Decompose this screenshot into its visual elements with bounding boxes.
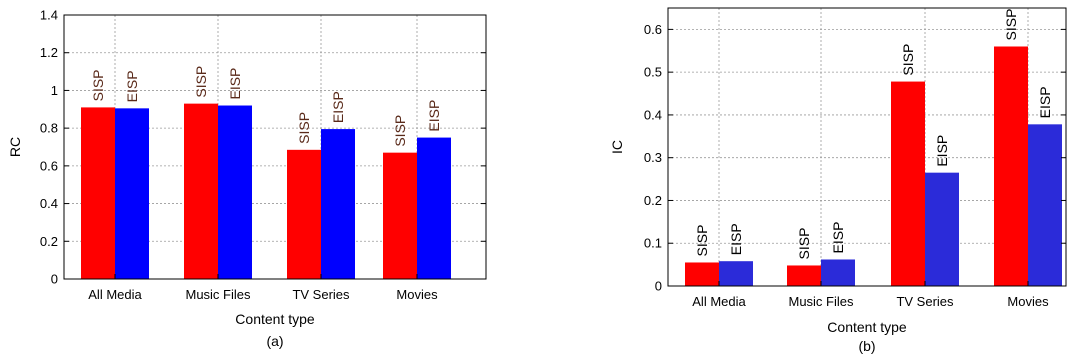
- bar-label: SISP: [694, 225, 710, 257]
- bar-sisp-movies: [994, 46, 1028, 286]
- bar-eisp-movies: [1028, 124, 1062, 286]
- bar-eisp-movies: [417, 137, 451, 279]
- y-tick-label: 1.2: [40, 45, 58, 60]
- chart-a: SISP SISP SISP SISP EISP EISP EISP EISP 0 0.2 0.4 0…: [7, 8, 487, 349]
- bar-eisp-all-media: [115, 108, 149, 279]
- bar-sisp-tv-series: [287, 149, 321, 279]
- bar-eisp-all-media: [719, 261, 753, 286]
- bar-label: EISP: [227, 68, 243, 100]
- bar-eisp-music-files: [821, 259, 855, 286]
- bar-label: EISP: [934, 135, 950, 167]
- axes-frame: [667, 7, 1067, 287]
- bar-label: SISP: [1003, 9, 1019, 41]
- bar-label: SISP: [796, 228, 812, 260]
- x-tick-label: Movies: [396, 287, 438, 302]
- subfigure-caption: (a): [266, 333, 283, 349]
- bar-label: EISP: [1037, 86, 1053, 118]
- x-axis-label: Content type: [827, 319, 907, 335]
- bar-label: SISP: [392, 115, 408, 147]
- y-tick-label: 1: [51, 83, 58, 98]
- y-tick-label: 0.6: [40, 158, 58, 173]
- y-tick-label: 0.2: [644, 193, 662, 208]
- bar-label: SISP: [90, 69, 106, 101]
- bar-label: SISP: [900, 44, 916, 76]
- y-tick-label: 0.1: [644, 236, 662, 251]
- y-tick-label: 0.6: [644, 22, 662, 37]
- bar-sisp-all-media: [81, 107, 115, 280]
- y-tick-label: 0.2: [40, 234, 58, 249]
- bar-label: SISP: [296, 112, 312, 144]
- axes-frame: [63, 14, 487, 280]
- bar-sisp-movies: [383, 152, 417, 279]
- subfigure-caption: (b): [858, 338, 875, 354]
- y-tick-label: 0.4: [644, 107, 662, 122]
- bar-label: EISP: [124, 70, 140, 102]
- y-tick-label: 1.4: [40, 8, 58, 23]
- y-tick-label: 0.8: [40, 121, 58, 136]
- bar-label: SISP: [193, 66, 209, 98]
- y-axis-label: RC: [7, 137, 23, 157]
- x-tick-label: Music Files: [185, 287, 251, 302]
- bar-sisp-tv-series: [891, 81, 925, 286]
- x-tick-label: TV Series: [896, 294, 954, 309]
- y-axis-label: IC: [609, 140, 625, 154]
- bar-sisp-music-files: [184, 103, 218, 279]
- bar-eisp-tv-series: [321, 129, 355, 279]
- bar-label: EISP: [830, 222, 846, 254]
- bar-label: EISP: [330, 91, 346, 123]
- x-tick-label: Movies: [1007, 294, 1049, 309]
- x-tick-label: Music Files: [788, 294, 854, 309]
- bar-label: EISP: [728, 223, 744, 255]
- y-tick-label: 0.3: [644, 150, 662, 165]
- bar-label: EISP: [426, 100, 442, 132]
- y-tick-label: 0.5: [644, 65, 662, 80]
- bar-sisp-music-files: [787, 265, 821, 286]
- chart-b: SISP SISP SISP SISP EISP EISP EISP EISP 0 0.1 0.2 0…: [609, 7, 1067, 354]
- y-tick-label: 0: [51, 272, 58, 287]
- bar-sisp-all-media: [685, 262, 719, 286]
- y-tick-label: 0: [655, 279, 662, 294]
- x-tick-label: All Media: [88, 287, 142, 302]
- bar-eisp-music-files: [218, 105, 252, 279]
- bar-eisp-tv-series: [925, 172, 959, 286]
- x-axis-label: Content type: [235, 311, 315, 327]
- y-tick-label: 0.4: [40, 196, 58, 211]
- x-tick-label: All Media: [692, 294, 746, 309]
- x-tick-label: TV Series: [292, 287, 350, 302]
